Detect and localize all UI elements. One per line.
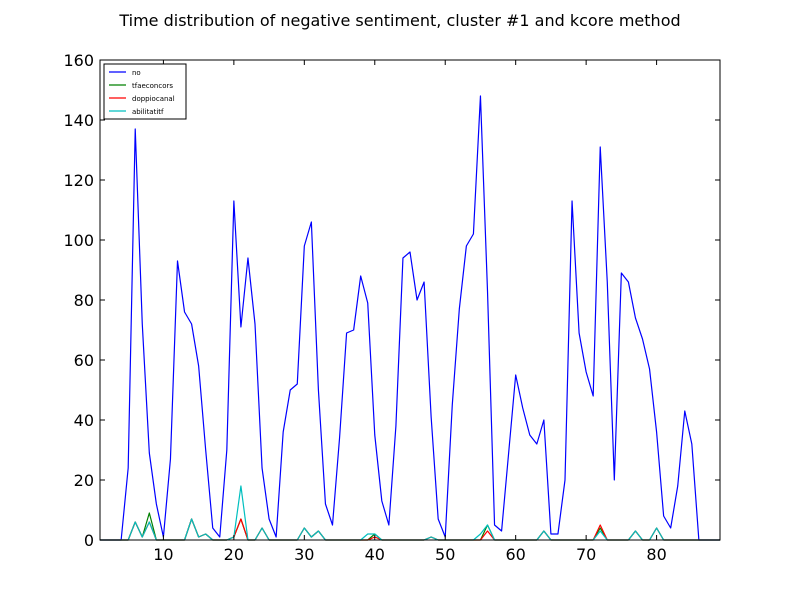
y-tick-label: 0 [84, 531, 94, 550]
y-tick-label: 60 [74, 351, 94, 370]
legend-label-abilitatitf: abilitatitf [132, 108, 164, 116]
y-tick-label: 140 [63, 111, 94, 130]
x-tick-label: 10 [153, 545, 173, 564]
legend-label-no: no [132, 69, 141, 77]
x-tick-label: 70 [576, 545, 596, 564]
y-tick-label: 120 [63, 171, 94, 190]
series-line-tfaeconcors [100, 512, 720, 541]
legend-label-tfaeconcors: tfaeconcors [132, 82, 173, 90]
x-tick-label: 20 [224, 545, 244, 564]
y-tick-label: 80 [74, 291, 94, 310]
x-tick-label: 30 [294, 545, 314, 564]
series-line-no [100, 95, 720, 541]
y-tick-label: 160 [63, 51, 94, 70]
series-line-abilitatitf [100, 485, 720, 541]
x-tick-label: 40 [365, 545, 385, 564]
axes-frame [99, 59, 721, 541]
legend: no tfaeconcors doppiocanal abilitatitf [103, 63, 187, 120]
x-tick-label: 50 [435, 545, 455, 564]
y-tick-label: 100 [63, 231, 94, 250]
chart-title: Time distribution of negative sentiment,… [118, 11, 680, 30]
y-tick-label: 20 [74, 471, 94, 490]
x-tick-label: 80 [646, 545, 666, 564]
x-tick-label: 60 [506, 545, 526, 564]
y-tick-label: 40 [74, 411, 94, 430]
plot-lines [100, 95, 720, 541]
legend-box [103, 63, 187, 120]
axis-ticks: 10 20 30 40 50 60 70 80 0 20 40 60 80 100 120 140 160 [63, 51, 720, 564]
legend-label-doppiocanal: doppiocanal [132, 95, 175, 103]
